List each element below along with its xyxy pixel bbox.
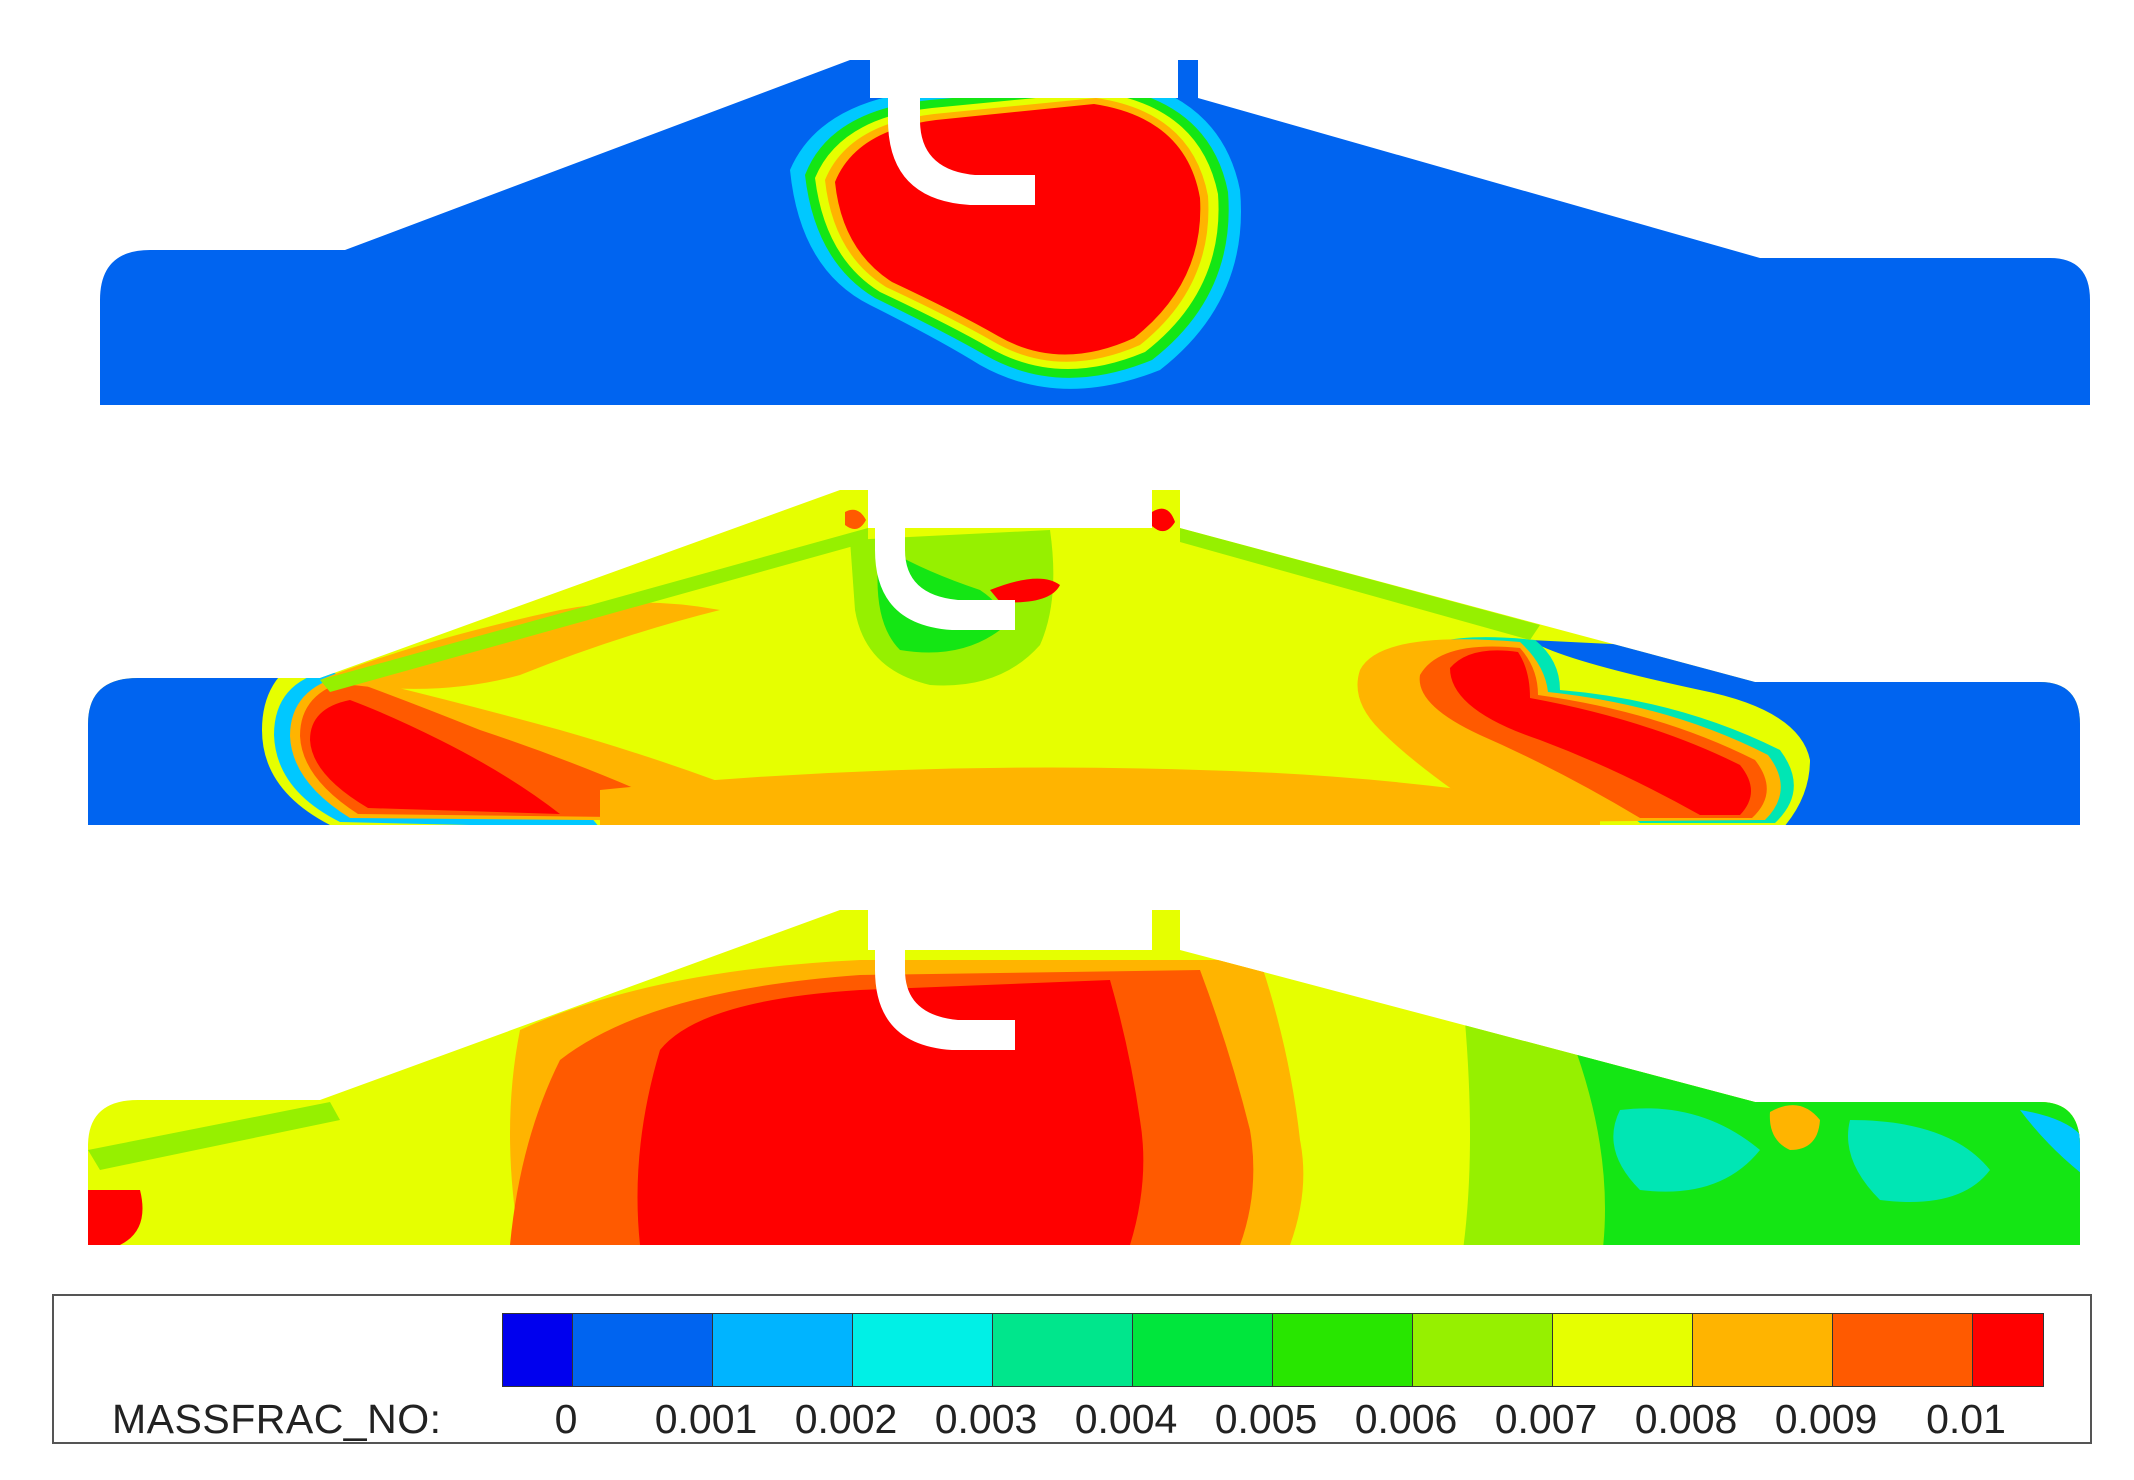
tick-label-9: 0.009 — [1774, 1396, 1878, 1442]
colorbar-swatch-9 — [1693, 1314, 1833, 1386]
lower-orange-band — [600, 767, 1600, 825]
corner-spot-right — [1152, 508, 1175, 532]
colorbar-swatch-6 — [1273, 1314, 1413, 1386]
legend-variable-label: MASSFRAC_NO: — [112, 1396, 442, 1442]
right-teal-patches — [1613, 1108, 1990, 1202]
colorbar-swatch-4 — [993, 1314, 1133, 1386]
colorbar-swatch-2 — [713, 1314, 853, 1386]
colorbar-swatch-1 — [573, 1314, 713, 1386]
colorbar-swatch-10 — [1833, 1314, 1973, 1386]
colorbar — [502, 1313, 2044, 1387]
injector-slot — [875, 910, 1015, 1050]
tick-label-4: 0.004 — [1074, 1396, 1178, 1442]
central-red — [637, 980, 1144, 1245]
top-green-edge — [320, 528, 868, 692]
tick-label-5: 0.005 — [1214, 1396, 1318, 1442]
center-red-spot — [990, 578, 1060, 603]
left-red-corner — [88, 1190, 143, 1245]
left-red — [310, 700, 560, 814]
right-orange-spot — [1769, 1105, 1820, 1150]
right-blue-region — [1530, 640, 2080, 825]
panel-top — [100, 60, 2090, 405]
tick-label-2: 0.002 — [794, 1396, 898, 1442]
tick-label-8: 0.008 — [1634, 1396, 1738, 1442]
colorbar-swatch-8 — [1553, 1314, 1693, 1386]
upper-orange-band — [320, 602, 720, 689]
tick-label-3: 0.003 — [934, 1396, 1038, 1442]
tick-label-1: 0.001 — [654, 1396, 758, 1442]
colorbar-swatch-3 — [853, 1314, 993, 1386]
colorbar-swatch-7 — [1413, 1314, 1553, 1386]
injector-slot — [888, 60, 1035, 205]
tick-label-10: 0.01 — [1926, 1396, 2006, 1442]
corner-spot-left — [845, 509, 866, 529]
tick-label-6: 0.006 — [1354, 1396, 1458, 1442]
tick-label-0: 0 — [554, 1396, 578, 1442]
right-red — [1450, 650, 1751, 815]
tick-label-7: 0.007 — [1494, 1396, 1598, 1442]
left-blue-region — [88, 650, 330, 825]
top-green-edge-right — [1180, 528, 1540, 640]
right-cyan-edge — [2020, 1110, 2080, 1180]
colorbar-swatch-0 — [503, 1314, 573, 1386]
panel-bottom — [88, 910, 2080, 1245]
colorbar-swatch-11 — [1973, 1314, 2043, 1386]
injector-slot — [875, 490, 1015, 630]
colorbar-swatch-5 — [1133, 1314, 1273, 1386]
colorbar-legend: MASSFRAC_NO: 0 0.001 0.002 0.003 0.004 0.005 0… — [52, 1294, 2092, 1444]
panel-middle — [88, 490, 2080, 825]
left-green-edge — [88, 1102, 340, 1170]
